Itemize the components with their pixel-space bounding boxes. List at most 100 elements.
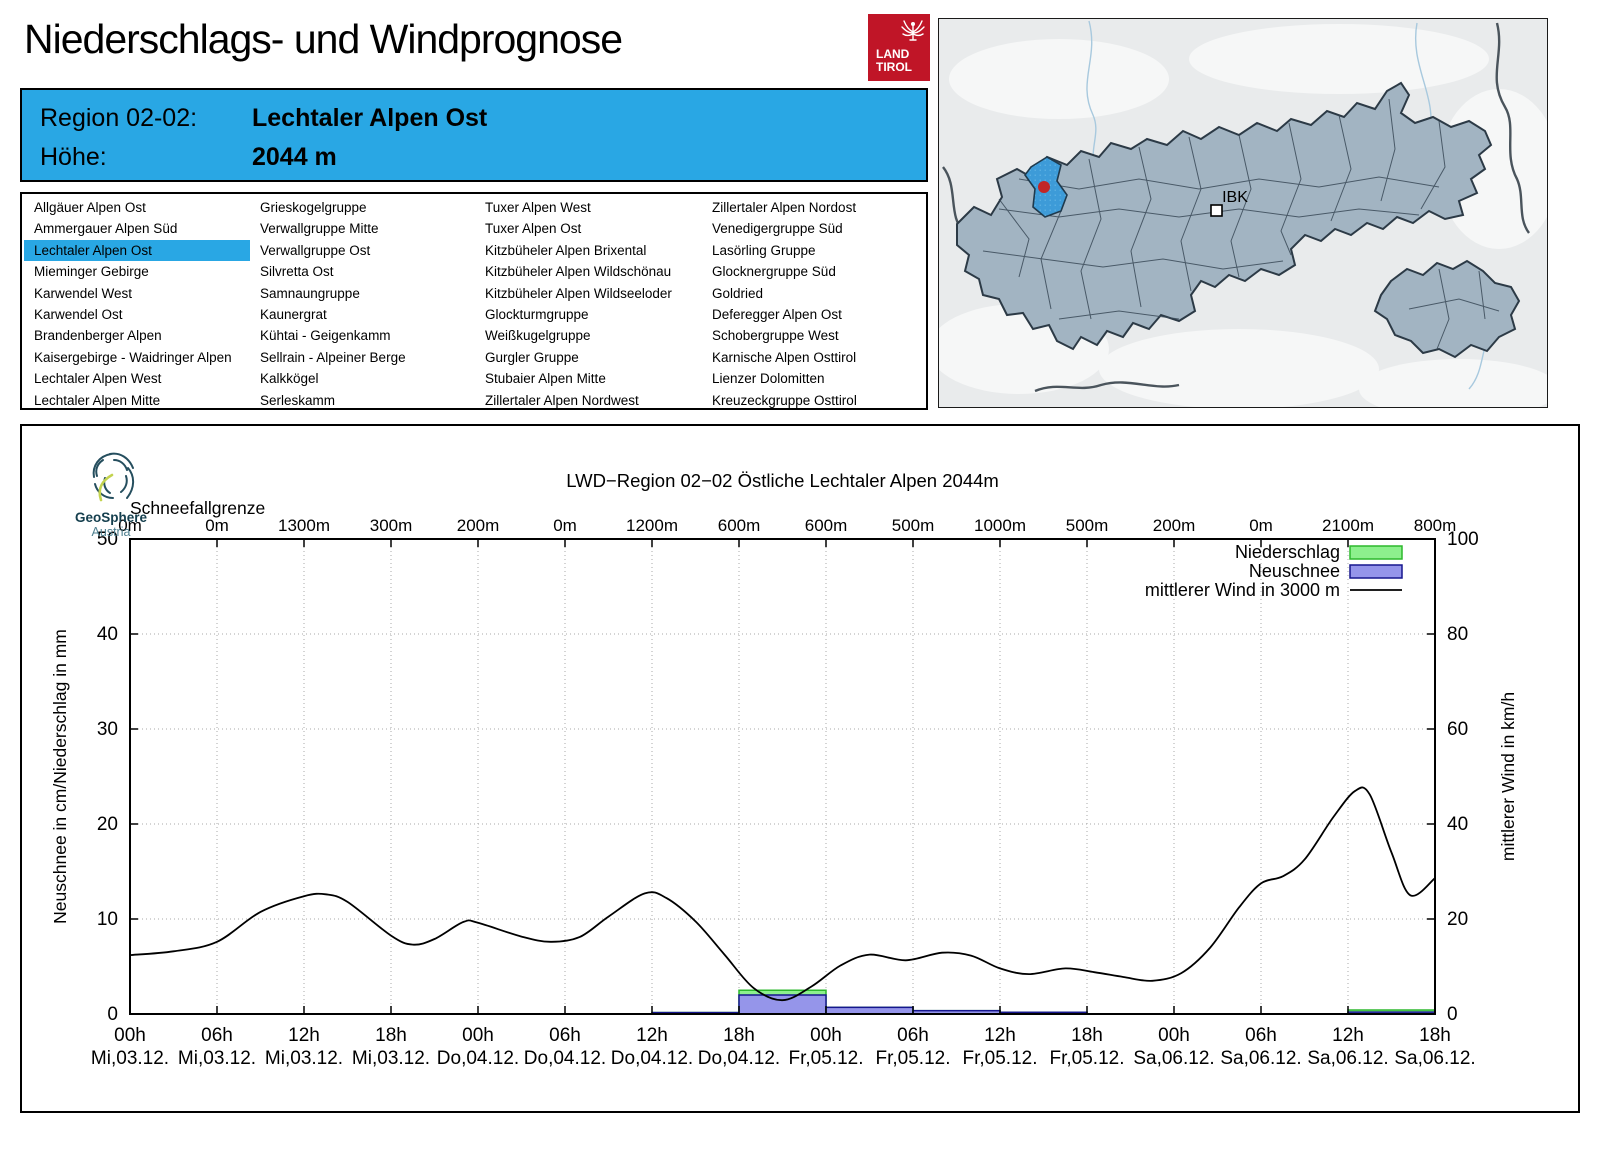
region-code-label: Region 02-02: bbox=[40, 104, 198, 132]
region-list-item[interactable]: Lienzer Dolomitten bbox=[712, 371, 825, 387]
x-tick-date-label: Fr,05.12. bbox=[789, 1048, 864, 1069]
region-list-item[interactable]: Silvretta Ost bbox=[260, 264, 334, 280]
x-tick-date-label: Sa,06.12. bbox=[1307, 1048, 1388, 1069]
x-tick-date-label: Mi,03.12. bbox=[352, 1048, 430, 1069]
geosphere-country: Austria bbox=[91, 525, 131, 539]
land-tirol-text-1: LAND bbox=[876, 47, 910, 61]
region-list-item[interactable]: Lechtaler Alpen West bbox=[34, 371, 162, 387]
snowline-value: 200m bbox=[457, 516, 500, 535]
region-list-item[interactable]: Glockturmgruppe bbox=[485, 306, 589, 322]
snowline-value: 500m bbox=[1066, 516, 1109, 535]
map-north-tirol bbox=[956, 81, 1493, 351]
geosphere-name: GeoSphere bbox=[74, 510, 148, 525]
map-region-borders bbox=[982, 98, 1500, 350]
region-list-item[interactable]: Tuxer Alpen West bbox=[485, 200, 591, 215]
x-tick-date-label: Fr,05.12. bbox=[963, 1048, 1038, 1069]
chart-panel: GeoSphere Austria 0 10 20 30 40 50 0 20 40 60 80 10… bbox=[20, 424, 1580, 1113]
region-name-value: Lechtaler Alpen Ost bbox=[252, 104, 488, 132]
snowline-value: 1300m bbox=[278, 516, 330, 535]
region-list-item[interactable]: Karwendel West bbox=[34, 285, 133, 301]
x-tick-time-label: 06h bbox=[1245, 1025, 1277, 1046]
region-list-item[interactable]: Mieminger Gebirge bbox=[34, 264, 149, 280]
region-list-item[interactable]: Weißkugelgruppe bbox=[485, 328, 591, 344]
tirol-map-svg: IBK bbox=[929, 20, 1559, 419]
region-list-item[interactable]: Kalkkögel bbox=[260, 371, 319, 387]
snowline-value: 300m bbox=[370, 516, 413, 535]
region-list-item[interactable]: Kitzbüheler Alpen Brixental bbox=[485, 242, 647, 258]
snowline-value: 0m bbox=[553, 516, 577, 535]
x-tick-date-label: Sa,06.12. bbox=[1220, 1048, 1301, 1069]
x-tick-time-label: 18h bbox=[723, 1025, 755, 1046]
region-list-item[interactable]: Karnische Alpen Osttirol bbox=[712, 349, 857, 365]
region-list-item[interactable]: Sellrain - Alpeiner Berge bbox=[260, 349, 406, 365]
right-axis-tick-label: 80 bbox=[1447, 624, 1468, 645]
ibk-marker bbox=[1210, 204, 1223, 217]
region-list-item[interactable]: Gurgler Gruppe bbox=[485, 349, 579, 365]
region-list-item[interactable]: Zillertaler Alpen Nordwest bbox=[485, 392, 639, 408]
region-list-item[interactable]: Kaisergebirge - Waidringer Alpen bbox=[34, 349, 232, 365]
region-list-item[interactable]: Deferegger Alpen Ost bbox=[712, 306, 842, 322]
altitude-value: 2044 m bbox=[252, 143, 337, 171]
region-list-item[interactable]: Verwallgruppe Ost bbox=[260, 242, 371, 258]
x-tick-time-label: 00h bbox=[114, 1025, 146, 1046]
x-tick-date-label: Mi,03.12. bbox=[178, 1048, 256, 1069]
region-list-item[interactable]: Karwendel Ost bbox=[34, 306, 123, 322]
geosphere-swirl-icon bbox=[92, 452, 135, 502]
left-axis-tick-label: 10 bbox=[97, 909, 118, 930]
region-list-item[interactable]: Verwallgruppe Mitte bbox=[260, 221, 379, 237]
right-axis-tick-label: 20 bbox=[1447, 909, 1468, 930]
legend-label: mittlerer Wind in 3000 m bbox=[1145, 580, 1340, 600]
region-list-item[interactable]: Tuxer Alpen Ost bbox=[485, 221, 582, 237]
region-list-item[interactable]: Brandenberger Alpen bbox=[34, 328, 162, 344]
x-tick-time-label: 06h bbox=[549, 1025, 581, 1046]
region-list-item[interactable]: Goldried bbox=[712, 285, 764, 301]
x-tick-time-label: 12h bbox=[636, 1025, 668, 1046]
x-tick-time-label: 00h bbox=[462, 1025, 494, 1046]
region-list-item[interactable]: Venedigergruppe Süd bbox=[712, 221, 843, 237]
region-list-item[interactable]: Ammergauer Alpen Süd bbox=[34, 221, 178, 237]
x-tick-date-label: Mi,03.12. bbox=[265, 1048, 343, 1069]
region-list-item[interactable]: Kreuzeckgruppe Osttirol bbox=[712, 392, 857, 408]
region-list-item[interactable]: Kitzbüheler Alpen Wildschönau bbox=[485, 264, 672, 280]
x-tick-time-label: 18h bbox=[375, 1025, 407, 1046]
right-axis-tick-label: 100 bbox=[1447, 529, 1479, 550]
region-list-item[interactable]: Kitzbüheler Alpen Wildseeloder bbox=[485, 285, 672, 301]
right-axis-tick-label: 60 bbox=[1447, 719, 1468, 740]
region-list-item[interactable]: Lechtaler Alpen Mitte bbox=[34, 392, 161, 408]
snowline-value: 600m bbox=[805, 516, 848, 535]
x-tick-time-label: 18h bbox=[1071, 1025, 1103, 1046]
snowline-label: Schneefallgrenze bbox=[130, 498, 265, 518]
region-list-item[interactable]: Allgäuer Alpen Ost bbox=[34, 200, 146, 215]
region-list-item[interactable]: Grieskogelgruppe bbox=[260, 200, 367, 215]
tirol-eagle-icon bbox=[901, 20, 925, 41]
legend-swatch bbox=[1349, 564, 1403, 579]
x-tick-time-label: 00h bbox=[810, 1025, 842, 1046]
x-tick-date-label: Do,04.12. bbox=[524, 1048, 606, 1069]
right-axis-tick-label: 40 bbox=[1447, 814, 1468, 835]
region-list-item[interactable]: Lasörling Gruppe bbox=[712, 242, 816, 258]
region-list: Allgäuer Alpen Ost Ammergauer Alpen Süd Le… bbox=[20, 192, 928, 410]
x-tick-date-label: Mi,03.12. bbox=[91, 1048, 169, 1069]
altitude-label: Höhe: bbox=[40, 143, 107, 171]
region-list-item[interactable]: Kühtai - Geigenkamm bbox=[260, 328, 391, 344]
region-list-item[interactable]: Serleskamm bbox=[260, 392, 336, 408]
region-list-item[interactable]: Samnaungruppe bbox=[260, 285, 360, 301]
x-tick-time-label: 12h bbox=[984, 1025, 1016, 1046]
region-list-item[interactable]: Schobergruppe West bbox=[712, 328, 839, 344]
x-tick-time-label: 06h bbox=[897, 1025, 929, 1046]
region-list-item[interactable]: Zillertaler Alpen Nordost bbox=[712, 200, 857, 215]
region-list-item[interactable]: Glocknergruppe Süd bbox=[712, 264, 836, 280]
left-axis-title: Neuschnee in cm/Niederschlag in mm bbox=[50, 629, 70, 924]
geosphere-logo: GeoSphere Austria bbox=[56, 448, 166, 539]
x-tick-date-label: Do,04.12. bbox=[698, 1048, 780, 1069]
legend-swatch bbox=[1349, 545, 1403, 560]
region-list-item[interactable]: Lechtaler Alpen Ost bbox=[24, 239, 250, 262]
region-list-item[interactable]: Kaunergrat bbox=[260, 306, 327, 322]
snowline-value: 1200m bbox=[626, 516, 678, 535]
tirol-map[interactable]: IBK bbox=[929, 18, 1559, 419]
region-list-item[interactable]: Stubaier Alpen Mitte bbox=[485, 371, 606, 387]
left-axis-tick-label: 0 bbox=[107, 1004, 118, 1025]
wind-line bbox=[129, 786, 1436, 1002]
right-axis-tick-label: 0 bbox=[1447, 1004, 1458, 1025]
